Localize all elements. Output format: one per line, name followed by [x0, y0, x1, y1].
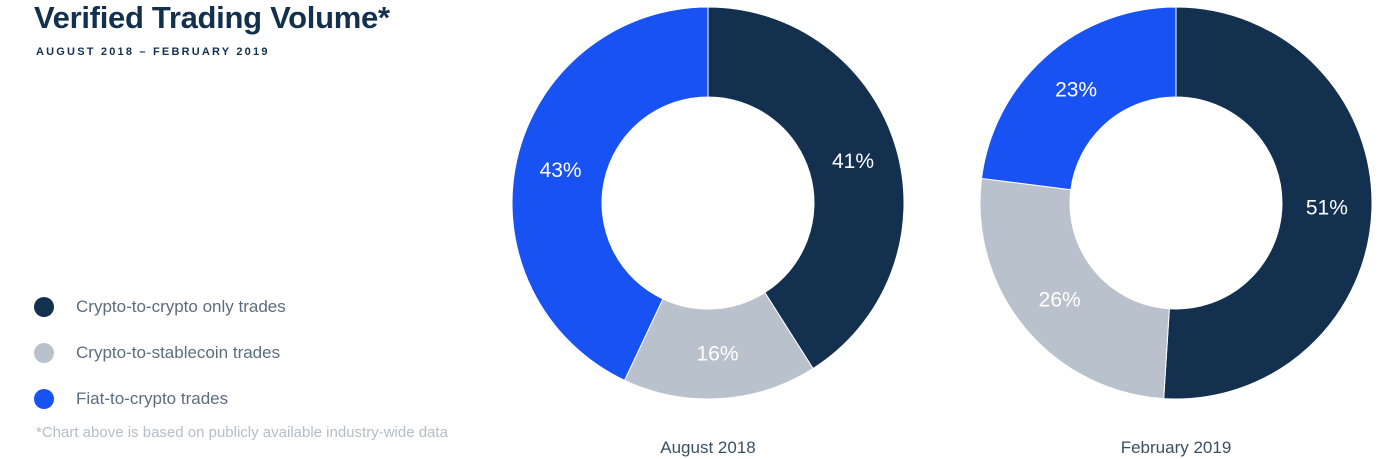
legend-item-fiat-to-crypto: Fiat-to-crypto trades [34, 376, 286, 422]
legend-swatch-crypto-to-stablecoin [34, 343, 54, 363]
slice-crypto-to-stablecoin [979, 177, 1170, 400]
slice-label-crypto-to-crypto: 51% [1306, 197, 1348, 220]
legend-label: Fiat-to-crypto trades [76, 389, 229, 408]
legend-label: Crypto-to-stablecoin trades [76, 343, 281, 362]
footnote: *Chart above is based on publicly availa… [36, 424, 448, 441]
legend-label: Crypto-to-crypto only trades [76, 297, 286, 316]
slice-label-crypto-to-stablecoin: 16% [696, 343, 738, 366]
date-range-subtitle: AUGUST 2018 – FEBRUARY 2019 [36, 46, 270, 58]
slice-crypto-to-crypto [707, 6, 905, 370]
legend-item-crypto-to-stablecoin: Crypto-to-stablecoin trades [34, 330, 286, 376]
slice-fiat-to-crypto [511, 6, 709, 382]
slice-fiat-to-crypto [980, 6, 1177, 191]
slice-label-crypto-to-crypto: 41% [832, 150, 874, 173]
legend-swatch-fiat-to-crypto [34, 389, 54, 409]
chart-caption-august-2018: August 2018 [660, 438, 755, 457]
slice-label-crypto-to-stablecoin: 26% [1039, 288, 1081, 311]
donut-chart-august-2018: 41% 16% 43% August 2018 [511, 6, 905, 457]
slice-label-fiat-to-crypto: 23% [1055, 79, 1097, 102]
legend-item-crypto-to-crypto: Crypto-to-crypto only trades [34, 284, 286, 330]
donut-chart-february-2019: 51% 26% 23% February 2019 [979, 6, 1373, 457]
legend-swatch-crypto-to-crypto [34, 297, 54, 317]
slice-crypto-to-crypto [1163, 6, 1373, 400]
slice-label-fiat-to-crypto: 43% [540, 159, 582, 182]
legend: Crypto-to-crypto only trades Crypto-to-s… [34, 284, 286, 422]
chart-caption-february-2019: February 2019 [1121, 438, 1232, 457]
chart-title: Verified Trading Volume* [34, 0, 390, 35]
